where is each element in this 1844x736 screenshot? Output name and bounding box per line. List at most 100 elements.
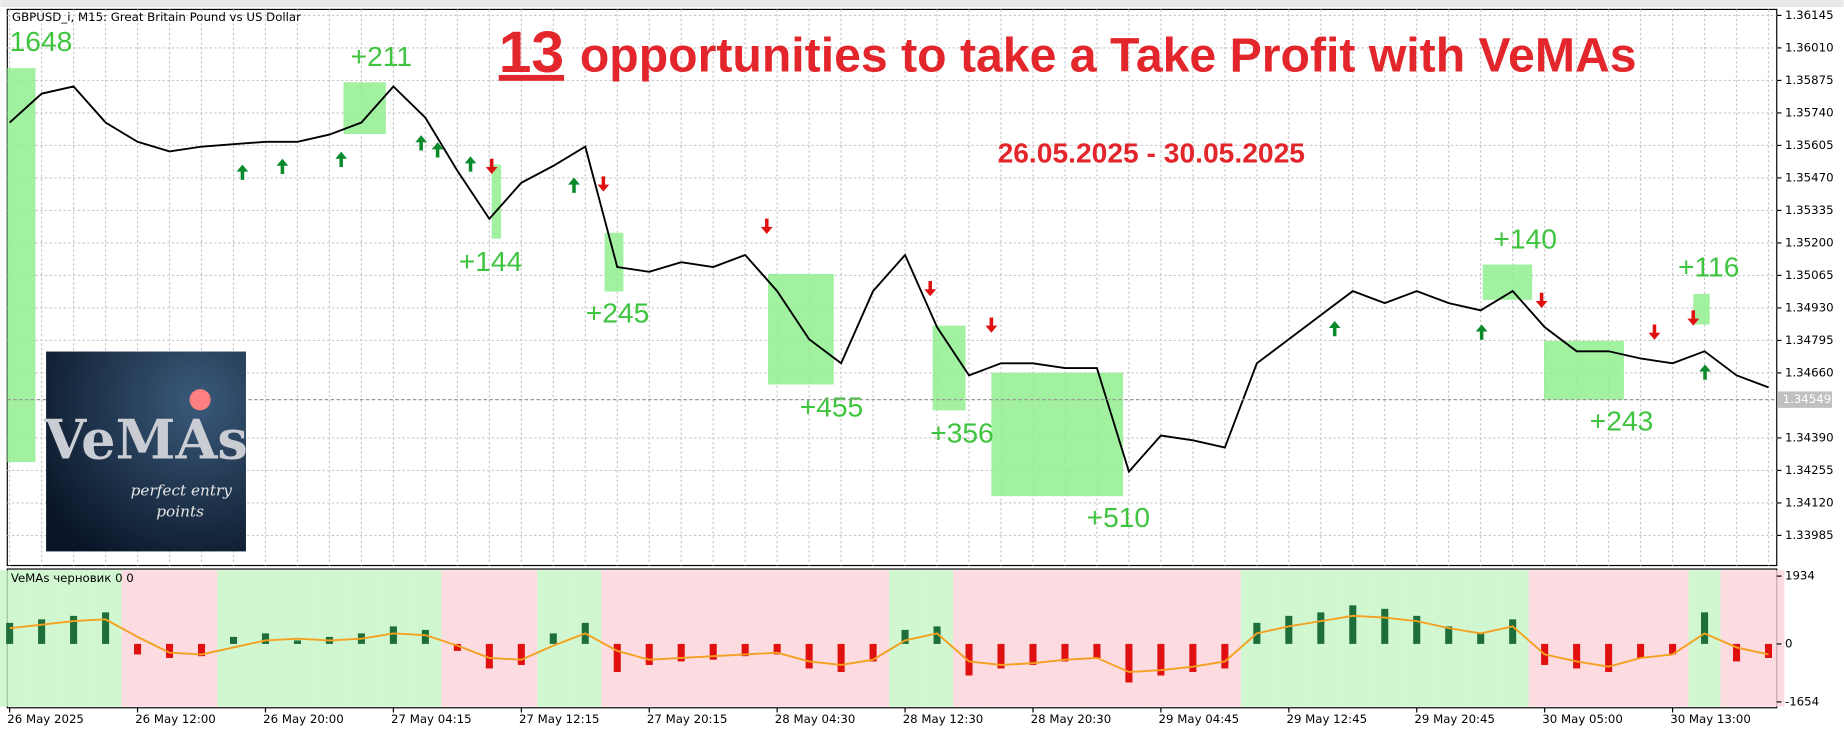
logo-line: perfect entry bbox=[131, 481, 233, 499]
zone bbox=[697, 570, 730, 707]
sell-arrow bbox=[760, 218, 773, 234]
profit-label: +211 bbox=[351, 40, 412, 72]
zone bbox=[1016, 570, 1049, 707]
headline: opportunities to take a Take Profit with… bbox=[580, 29, 1637, 83]
histogram-bar bbox=[102, 612, 110, 644]
histogram-bar bbox=[1764, 643, 1773, 658]
indicator-title: VeMAs черновик 0 0 bbox=[11, 571, 134, 585]
histogram-bar bbox=[6, 622, 14, 644]
logo-line: points bbox=[156, 503, 204, 521]
x-tick-label: 30 May 05:00 bbox=[1542, 712, 1623, 726]
x-tick-label: 28 May 04:30 bbox=[775, 712, 856, 726]
buy-arrow bbox=[276, 158, 289, 175]
zone bbox=[1528, 570, 1561, 707]
histogram-bar bbox=[549, 633, 557, 644]
y-tick-label: 1934 bbox=[1785, 569, 1815, 583]
sell-arrow bbox=[1687, 310, 1700, 326]
histogram-bar bbox=[166, 643, 174, 658]
y-tick-label: 1.34660 bbox=[1785, 365, 1834, 379]
profit-label: +510 bbox=[1087, 501, 1151, 533]
zone bbox=[1176, 570, 1209, 707]
symbol-title: GBPUSD_i, M15: Great Britain Pound vs US… bbox=[12, 10, 301, 24]
zone bbox=[729, 570, 762, 707]
sell-arrow bbox=[985, 317, 998, 333]
profit-zone bbox=[343, 82, 386, 135]
sell-arrow bbox=[924, 280, 937, 297]
headline-count: 13 bbox=[499, 20, 564, 85]
histogram-bar bbox=[1669, 643, 1677, 655]
histogram-bar bbox=[837, 643, 845, 672]
sell-arrow bbox=[1648, 324, 1661, 340]
histogram-bar bbox=[1125, 643, 1133, 683]
y-tick-label: -1654 bbox=[1785, 694, 1819, 708]
zone bbox=[1560, 570, 1593, 707]
y-tick-label: 1.35470 bbox=[1785, 170, 1834, 184]
buy-arrow bbox=[568, 177, 580, 193]
y-tick-label: 1.35740 bbox=[1785, 105, 1834, 119]
y-tick-label: 1.34255 bbox=[1785, 463, 1834, 477]
buy-arrow bbox=[1328, 320, 1341, 337]
x-tick-label: 26 May 12:00 bbox=[135, 712, 216, 726]
x-tick-label: 27 May 20:15 bbox=[647, 712, 728, 726]
zone bbox=[1720, 570, 1753, 707]
buy-arrow bbox=[236, 164, 249, 180]
zone bbox=[1080, 570, 1113, 707]
zone bbox=[1112, 570, 1145, 707]
y-tick-label: 1.36145 bbox=[1785, 8, 1834, 22]
histogram-bar bbox=[421, 629, 429, 644]
zone bbox=[1208, 570, 1241, 707]
histogram-bar bbox=[1733, 643, 1741, 662]
y-tick-label: 1.36010 bbox=[1785, 40, 1834, 54]
zone bbox=[505, 570, 538, 707]
histogram-bar bbox=[517, 643, 525, 665]
histogram-bar bbox=[1189, 643, 1197, 672]
zone bbox=[1144, 570, 1177, 707]
profit-label: +356 bbox=[930, 416, 994, 448]
y-tick-label: 1.34795 bbox=[1785, 333, 1834, 347]
y-tick-label: 1.35335 bbox=[1785, 203, 1834, 217]
buy-arrow bbox=[1699, 364, 1711, 380]
histogram-bar bbox=[741, 643, 749, 657]
profit-label: +140 bbox=[1493, 222, 1557, 254]
zone bbox=[857, 570, 890, 707]
y-tick-label: 1.35605 bbox=[1785, 138, 1834, 152]
zone bbox=[441, 570, 474, 707]
zone bbox=[633, 570, 666, 707]
zone bbox=[601, 570, 634, 707]
histogram-bar bbox=[677, 643, 685, 662]
histogram-bar bbox=[485, 643, 493, 669]
histogram-bar bbox=[1157, 643, 1165, 676]
histogram-bar bbox=[261, 633, 270, 644]
x-tick-label: 28 May 12:30 bbox=[903, 712, 984, 726]
histogram-bar bbox=[197, 643, 206, 657]
logo-glow bbox=[189, 389, 211, 411]
histogram-bar bbox=[453, 643, 461, 651]
profit-zone bbox=[7, 68, 36, 463]
histogram-bar bbox=[38, 619, 46, 644]
profit-zone bbox=[491, 164, 502, 239]
buy-arrow bbox=[415, 135, 428, 151]
histogram-bar bbox=[1381, 608, 1389, 644]
histogram-bar bbox=[933, 626, 941, 644]
logo: VeMAs perfect entry points bbox=[43, 351, 248, 552]
histogram-bar bbox=[709, 643, 717, 660]
zone bbox=[1656, 570, 1689, 707]
signal-line bbox=[9, 614, 1769, 673]
x-tick-label: 29 May 04:45 bbox=[1159, 712, 1240, 726]
histogram-bar bbox=[389, 626, 397, 644]
sell-arrow bbox=[1535, 292, 1548, 309]
histogram-bar bbox=[1061, 643, 1069, 662]
buy-arrow bbox=[464, 156, 477, 172]
zone bbox=[121, 570, 154, 707]
current-price-label: 1.34549 bbox=[1783, 392, 1832, 406]
histogram-bar bbox=[869, 643, 877, 662]
zone bbox=[761, 570, 794, 707]
histogram-bar bbox=[645, 643, 653, 665]
histogram-bar bbox=[1509, 619, 1517, 644]
profit-zone bbox=[1693, 293, 1710, 325]
price-line bbox=[9, 85, 1769, 474]
profit-label: +245 bbox=[586, 297, 650, 329]
histogram-bar bbox=[1317, 612, 1325, 644]
histogram-bar bbox=[1573, 643, 1581, 669]
